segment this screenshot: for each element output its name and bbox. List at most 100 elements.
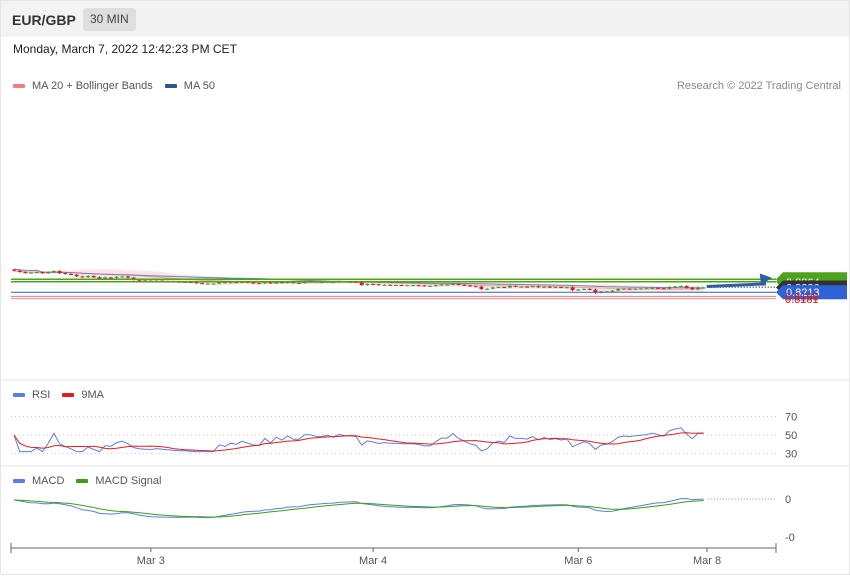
macd-axis-label: -0 <box>785 532 795 544</box>
candle-body <box>502 287 507 289</box>
time-axis-label: Mar 8 <box>693 555 721 567</box>
bollinger-band-area <box>14 269 704 293</box>
candle-body <box>222 282 227 284</box>
candle-body <box>445 284 450 286</box>
legend-swatch-rsi-9ma <box>62 393 75 397</box>
candle-body <box>468 285 472 287</box>
candle-body <box>422 285 427 287</box>
candle-body <box>382 284 387 286</box>
macd-signal-line <box>13 499 704 518</box>
candle-body <box>120 276 125 278</box>
candle-body <box>650 287 655 289</box>
candle-body <box>359 282 364 286</box>
candle-body <box>684 286 689 288</box>
candle-body <box>200 283 205 285</box>
scenario-arrow-head <box>759 273 772 285</box>
candle-body <box>633 288 638 290</box>
main-legend: MA 20 + Bollinger Bands MA 50 <box>13 80 227 92</box>
rsi-9ma-line <box>13 432 704 452</box>
scenario-arrow <box>706 282 767 288</box>
legend-item-ma50: MA 50 <box>164 80 215 92</box>
time-axis-label: Mar 3 <box>137 555 165 567</box>
candle-body <box>211 283 216 285</box>
candle-body <box>690 287 695 290</box>
candle-body <box>507 285 512 288</box>
candle-body <box>428 285 433 287</box>
candle-body <box>268 281 273 284</box>
candle-body <box>262 281 267 284</box>
macd-legend: MACD MACD Signal <box>13 475 173 487</box>
target-price-label: 0.8193 <box>785 291 819 303</box>
legend-swatch-macd <box>13 479 25 483</box>
candle-body <box>678 286 683 288</box>
candle-body <box>297 282 301 284</box>
candle-body <box>490 287 495 289</box>
rsi-line <box>13 427 704 453</box>
candle-body <box>530 286 535 288</box>
candle-body <box>23 271 28 273</box>
candle-body <box>411 285 415 287</box>
legend-item-macd-signal: MACD Signal <box>76 475 161 487</box>
candle-body <box>51 271 56 273</box>
timeframe-button[interactable]: 30 MIN <box>83 8 136 31</box>
candle-body <box>17 270 22 272</box>
rsi-axis-label: 50 <box>785 430 797 442</box>
target-price-label: 0.8181 <box>785 294 819 306</box>
candle-body <box>582 288 586 290</box>
copyright-text: Research © 2022 Trading Central <box>676 80 841 92</box>
candle-body <box>587 288 592 290</box>
legend-item-ma20: MA 20 + Bollinger Bands <box>13 80 153 92</box>
candle-body <box>393 285 398 287</box>
candle-body <box>513 285 518 287</box>
candle-body <box>46 272 51 274</box>
candle-body <box>639 288 643 290</box>
candle-body <box>91 276 96 278</box>
candle-body <box>74 274 79 277</box>
candle-body <box>570 287 575 291</box>
candle-body <box>86 276 91 278</box>
candle-body <box>228 282 233 284</box>
legend-swatch-rsi <box>13 393 25 397</box>
legend-swatch-ma20 <box>13 84 25 88</box>
macd-axis-label: 0 <box>785 494 791 506</box>
candle-body <box>126 276 130 278</box>
title-bar: EUR/GBP 30 MIN <box>0 0 850 37</box>
candle-body <box>519 286 524 288</box>
candle-body <box>456 283 461 285</box>
candle-body <box>701 287 706 289</box>
candle-body <box>80 276 85 278</box>
candle-body <box>439 284 444 286</box>
rsi-axis-label: 70 <box>785 412 797 424</box>
time-axis-label: Mar 4 <box>359 555 387 567</box>
support-price-label: 0.8213 <box>786 287 820 299</box>
candle-body <box>661 288 666 290</box>
candle-body <box>234 282 239 284</box>
candle-body <box>114 276 119 278</box>
candle-body <box>667 287 672 289</box>
candle-body <box>696 287 700 290</box>
candle-body <box>217 282 222 284</box>
timestamp: Monday, March 7, 2022 12:42:23 PM CET <box>13 42 237 56</box>
candle-body <box>371 284 376 286</box>
candle-body <box>205 283 210 285</box>
legend-item-macd: MACD <box>13 475 64 487</box>
legend-label-rsi: RSI <box>32 389 51 401</box>
candle-body <box>137 279 142 281</box>
candle-body <box>536 286 541 288</box>
candle-body <box>485 288 490 290</box>
candle-body <box>610 290 615 292</box>
candle-body <box>621 288 626 290</box>
candle-body <box>433 285 438 287</box>
candle-body <box>462 284 467 286</box>
legend-label-macd: MACD <box>32 475 65 487</box>
candle-body <box>365 284 370 286</box>
legend-swatch-ma50 <box>164 84 177 88</box>
candle-body <box>69 273 73 275</box>
rsi-legend: RSI 9MA <box>13 389 116 401</box>
candle-body <box>40 272 45 274</box>
candle-body <box>251 282 256 284</box>
candle-body <box>399 285 404 287</box>
candle-body <box>627 288 632 290</box>
candle-body <box>553 287 558 289</box>
